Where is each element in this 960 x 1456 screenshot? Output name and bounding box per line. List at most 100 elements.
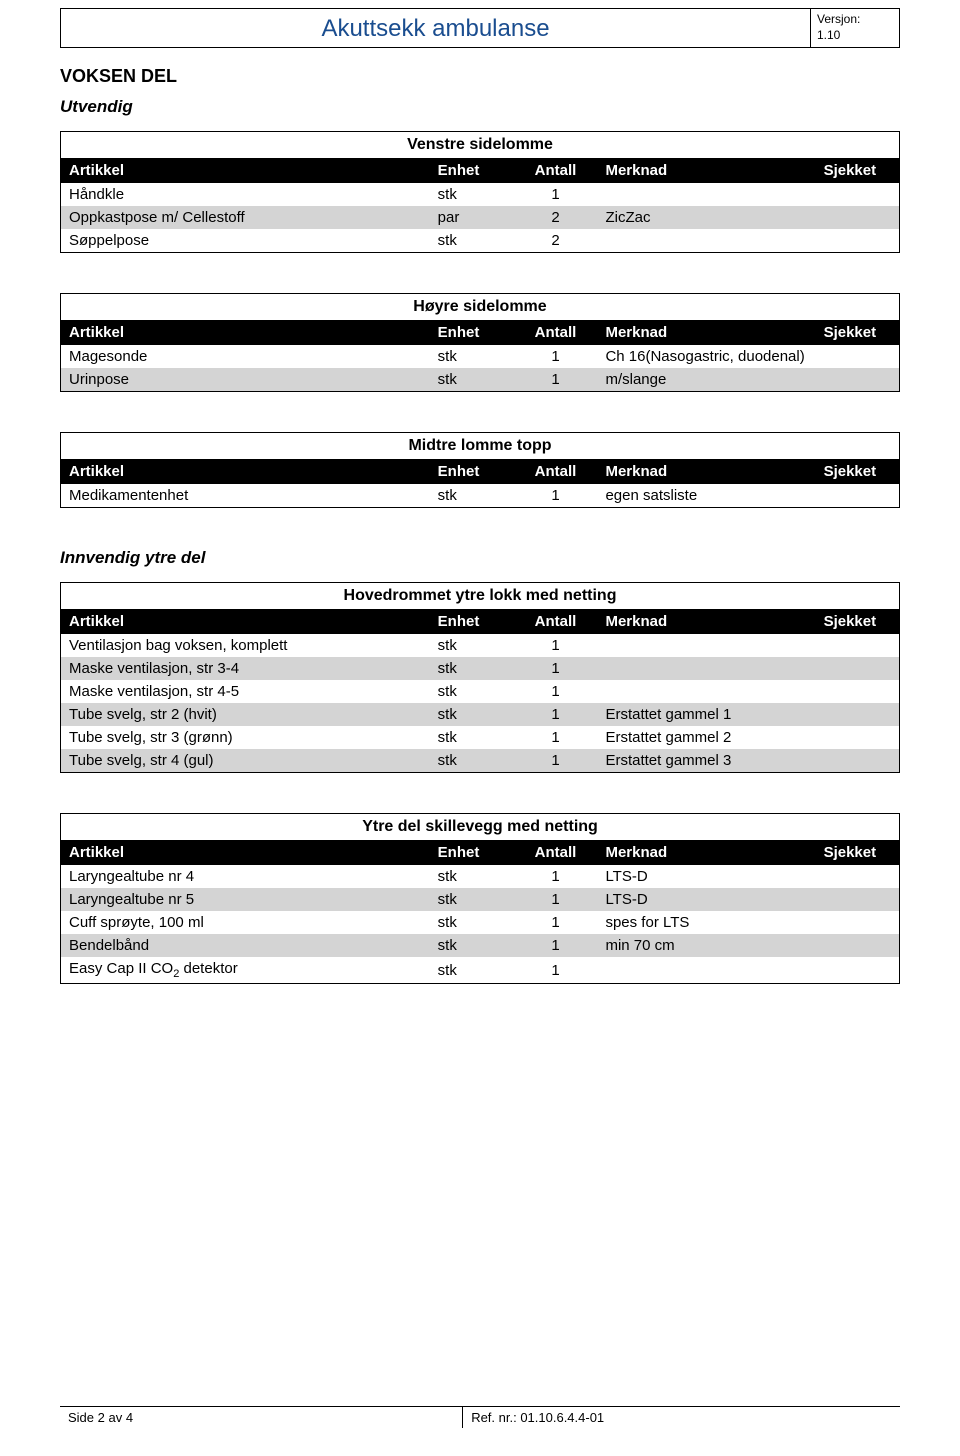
cell-merknad: Erstattet gammel 2 [597, 726, 815, 749]
version-label: Versjon: [817, 12, 860, 26]
table-ytredel: Ytre del skillevegg med netting Artikkel… [60, 813, 900, 984]
cell-merknad: LTS-D [597, 865, 815, 888]
cell-antall: 1 [514, 183, 598, 206]
col-enhet: Enhet [430, 459, 514, 484]
table-midtre-lomme: Midtre lomme topp Artikkel Enhet Antall … [60, 432, 900, 508]
table-header-row: Artikkel Enhet Antall Merknad Sjekket [61, 320, 900, 345]
cell-merknad [597, 957, 815, 984]
cell-merknad: Erstattet gammel 3 [597, 749, 815, 773]
cell-merknad: Erstattet gammel 1 [597, 703, 815, 726]
header-version-cell: Versjon: 1.10 [811, 9, 899, 47]
cell-antall: 2 [514, 229, 598, 253]
cell-merknad [597, 183, 815, 206]
table-row: Urinposestk1m/slange [61, 368, 900, 392]
cell-artikkel: Medikamentenhet [61, 484, 430, 508]
col-antall: Antall [514, 840, 598, 865]
cell-artikkel: Cuff sprøyte, 100 ml [61, 911, 430, 934]
cell-artikkel: Magesonde [61, 345, 430, 368]
document-title: Akuttsekk ambulanse [321, 15, 549, 42]
col-artikkel: Artikkel [61, 320, 430, 345]
cell-merknad: Ch 16(Nasogastric, duodenal) [597, 345, 815, 368]
table-row: Bendelbåndstk1min 70 cm [61, 934, 900, 957]
table-title: Høyre sidelomme [61, 294, 900, 321]
table-title-row: Høyre sidelomme [61, 294, 900, 321]
cell-sjekket [816, 865, 900, 888]
cell-antall: 1 [514, 726, 598, 749]
col-enhet: Enhet [430, 320, 514, 345]
cell-merknad: m/slange [597, 368, 815, 392]
cell-sjekket [816, 345, 900, 368]
cell-enhet: stk [430, 703, 514, 726]
cell-antall: 1 [514, 957, 598, 984]
table-body: Ventilasjon bag voksen, komplettstk1Mask… [61, 634, 900, 773]
cell-enhet: stk [430, 888, 514, 911]
cell-merknad [597, 657, 815, 680]
section-title: VOKSEN DEL [60, 66, 900, 87]
col-merknad: Merknad [597, 320, 815, 345]
cell-merknad: egen satsliste [597, 484, 815, 508]
version-value: 1.10 [817, 28, 840, 42]
cell-sjekket [816, 368, 900, 392]
table-hoyre-sidelomme: Høyre sidelomme Artikkel Enhet Antall Me… [60, 293, 900, 392]
cell-merknad [597, 634, 815, 657]
cell-enhet: stk [430, 183, 514, 206]
cell-sjekket [816, 206, 900, 229]
table-title-row: Ytre del skillevegg med netting [61, 814, 900, 841]
cell-artikkel: Tube svelg, str 4 (gul) [61, 749, 430, 773]
cell-artikkel: Oppkastpose m/ Cellestoff [61, 206, 430, 229]
cell-sjekket [816, 888, 900, 911]
cell-sjekket [816, 229, 900, 253]
table-row: Oppkastpose m/ Cellestoffpar2ZicZac [61, 206, 900, 229]
cell-antall: 1 [514, 934, 598, 957]
table-title-row: Midtre lomme topp [61, 433, 900, 460]
table-row: Laryngealtube nr 5stk1LTS-D [61, 888, 900, 911]
cell-antall: 1 [514, 657, 598, 680]
cell-sjekket [816, 634, 900, 657]
cell-merknad: min 70 cm [597, 934, 815, 957]
cell-artikkel: Urinpose [61, 368, 430, 392]
cell-enhet: stk [430, 229, 514, 253]
table-row: Tube svelg, str 2 (hvit)stk1Erstattet ga… [61, 703, 900, 726]
col-sjekket: Sjekket [816, 158, 900, 183]
cell-sjekket [816, 726, 900, 749]
cell-sjekket [816, 749, 900, 773]
col-antall: Antall [514, 609, 598, 634]
cell-artikkel: Håndkle [61, 183, 430, 206]
table-body: Håndklestk1Oppkastpose m/ Cellestoffpar2… [61, 183, 900, 253]
col-sjekket: Sjekket [816, 320, 900, 345]
table-row: Ventilasjon bag voksen, komplettstk1 [61, 634, 900, 657]
subsection-utvendig: Utvendig [60, 97, 900, 117]
cell-artikkel: Maske ventilasjon, str 3-4 [61, 657, 430, 680]
table-row: Håndklestk1 [61, 183, 900, 206]
cell-sjekket [816, 703, 900, 726]
table-header-row: Artikkel Enhet Antall Merknad Sjekket [61, 609, 900, 634]
cell-artikkel: Ventilasjon bag voksen, komplett [61, 634, 430, 657]
cell-merknad [597, 229, 815, 253]
table-header-row: Artikkel Enhet Antall Merknad Sjekket [61, 840, 900, 865]
table-body: Medikamentenhetstk1egen satsliste [61, 484, 900, 508]
col-enhet: Enhet [430, 840, 514, 865]
table-row: Easy Cap II CO2 detektorstk1 [61, 957, 900, 984]
cell-sjekket [816, 680, 900, 703]
cell-merknad [597, 680, 815, 703]
cell-sjekket [816, 911, 900, 934]
cell-sjekket [816, 657, 900, 680]
table-title-row: Venstre sidelomme [61, 132, 900, 159]
col-antall: Antall [514, 320, 598, 345]
cell-antall: 1 [514, 749, 598, 773]
cell-antall: 2 [514, 206, 598, 229]
col-artikkel: Artikkel [61, 609, 430, 634]
cell-artikkel: Easy Cap II CO2 detektor [61, 957, 430, 984]
col-sjekket: Sjekket [816, 459, 900, 484]
cell-enhet: stk [430, 934, 514, 957]
table-row: Cuff sprøyte, 100 mlstk1spes for LTS [61, 911, 900, 934]
cell-antall: 1 [514, 865, 598, 888]
table-title-row: Hovedrommet ytre lokk med netting [61, 583, 900, 610]
table-hovedrom: Hovedrommet ytre lokk med netting Artikk… [60, 582, 900, 773]
col-sjekket: Sjekket [816, 609, 900, 634]
cell-enhet: stk [430, 865, 514, 888]
table-body: Magesondestk1Ch 16(Nasogastric, duodenal… [61, 345, 900, 392]
table-row: Tube svelg, str 4 (gul)stk1Erstattet gam… [61, 749, 900, 773]
table-row: Medikamentenhetstk1egen satsliste [61, 484, 900, 508]
table-row: Maske ventilasjon, str 4-5stk1 [61, 680, 900, 703]
